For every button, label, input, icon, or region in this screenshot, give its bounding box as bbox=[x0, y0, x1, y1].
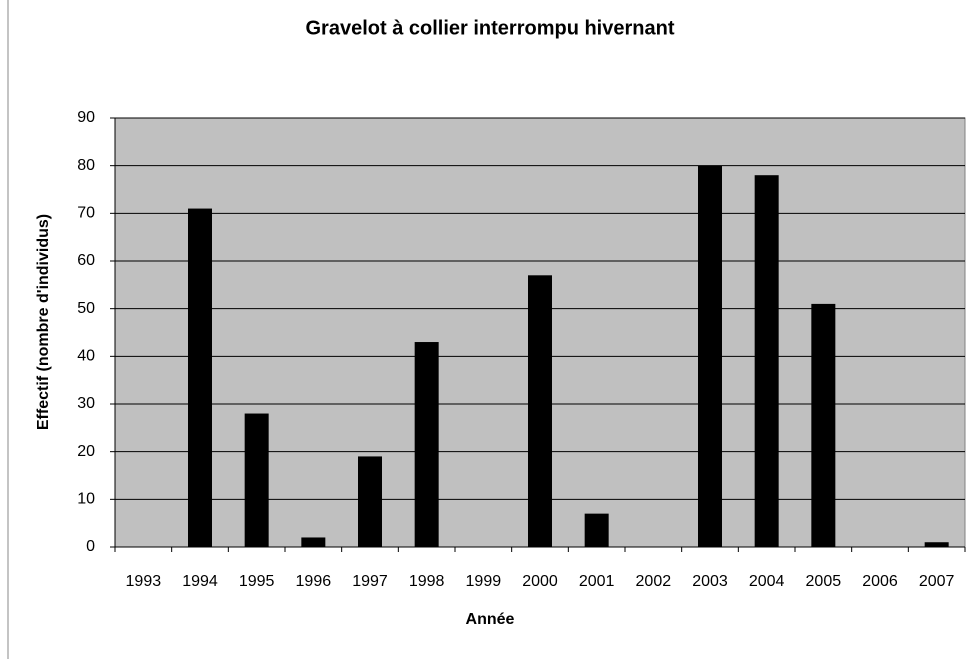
y-tick-label: 90 bbox=[77, 109, 95, 126]
x-tick-label: 1998 bbox=[409, 573, 445, 590]
y-tick-label: 0 bbox=[86, 538, 95, 555]
y-tick-label: 20 bbox=[77, 443, 95, 460]
bar bbox=[528, 275, 552, 547]
x-tick-label: 2001 bbox=[579, 573, 615, 590]
x-tick-label: 2004 bbox=[749, 573, 785, 590]
bar bbox=[414, 342, 439, 547]
x-tick-label: 1996 bbox=[296, 573, 332, 590]
bar bbox=[698, 165, 722, 547]
bar bbox=[584, 513, 609, 547]
y-tick-label: 50 bbox=[77, 300, 95, 317]
x-tick-label: 1999 bbox=[466, 573, 502, 590]
y-tick-label: 70 bbox=[77, 205, 95, 222]
bar bbox=[924, 542, 949, 547]
x-tick-label: 2005 bbox=[806, 573, 842, 590]
x-tick-label: 1994 bbox=[182, 573, 218, 590]
x-tick-label: 2006 bbox=[862, 573, 898, 590]
x-axis-label: Année bbox=[466, 611, 515, 628]
bar bbox=[358, 456, 382, 547]
x-tick-label: 1993 bbox=[126, 573, 162, 590]
bar bbox=[811, 303, 836, 547]
y-tick-label: 60 bbox=[77, 252, 95, 269]
y-tick-label: 10 bbox=[77, 491, 95, 508]
bar bbox=[188, 208, 212, 548]
y-tick-label: 30 bbox=[77, 395, 95, 412]
y-tick-label: 80 bbox=[77, 157, 95, 174]
x-tick-label: 2007 bbox=[919, 573, 955, 590]
x-tick-label: 2000 bbox=[522, 573, 558, 590]
chart-title: Gravelot à collier interrompu hivernant bbox=[306, 17, 675, 39]
y-axis-label: Effectif (nombre d'individus) bbox=[35, 214, 52, 430]
x-tick-label: 2002 bbox=[636, 573, 672, 590]
bar bbox=[754, 175, 779, 547]
bar bbox=[301, 537, 326, 547]
x-tick-label: 1995 bbox=[239, 573, 275, 590]
x-tick-label: 1997 bbox=[352, 573, 388, 590]
y-tick-label: 40 bbox=[77, 348, 95, 365]
bar bbox=[244, 413, 269, 547]
x-tick-label: 2003 bbox=[692, 573, 728, 590]
